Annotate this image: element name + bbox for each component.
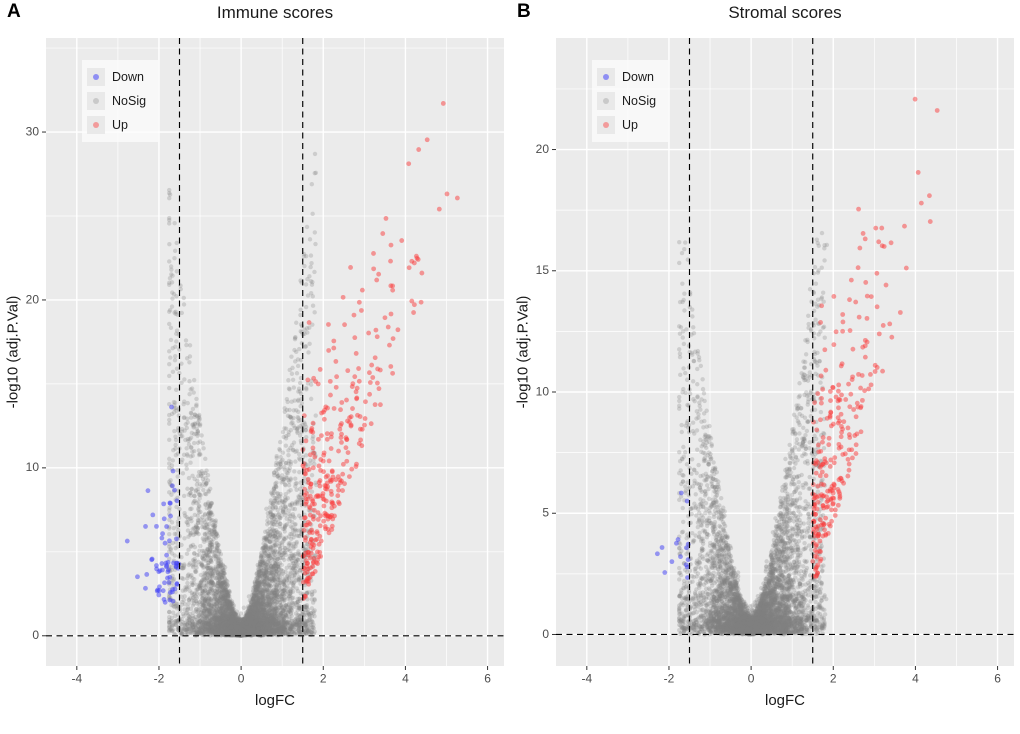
legend-dot-up-icon bbox=[93, 122, 99, 128]
legend-dot-down-icon bbox=[93, 74, 99, 80]
legend-key bbox=[87, 116, 105, 134]
panel-stromal-scores: B Stromal scores -log10 (adj.P.Val) Down… bbox=[510, 0, 1020, 734]
panel-immune-scores: A Immune scores -log10 (adj.P.Val) Down … bbox=[0, 1, 510, 709]
legend-label: Down bbox=[622, 70, 654, 84]
legend-key bbox=[87, 68, 105, 86]
legend: Down NoSig Up bbox=[592, 60, 669, 142]
legend-dot-down-icon bbox=[603, 74, 609, 80]
legend-dot-nosig-icon bbox=[603, 98, 609, 104]
legend-label: Up bbox=[112, 118, 128, 132]
volcano-plot-canvas bbox=[510, 30, 1020, 686]
x-axis-label: logFC bbox=[254, 692, 295, 709]
legend-dot-nosig-icon bbox=[93, 98, 99, 104]
panel-letter: B bbox=[517, 1, 531, 22]
volcano-plot-canvas bbox=[0, 30, 510, 686]
legend-item-nosig: NoSig bbox=[597, 89, 656, 113]
legend-item-up: Up bbox=[87, 113, 146, 137]
legend-label: Up bbox=[622, 118, 638, 132]
x-axis-label: logFC bbox=[764, 692, 805, 709]
legend-dot-up-icon bbox=[603, 122, 609, 128]
legend-key bbox=[597, 92, 615, 110]
legend-label: Down bbox=[112, 70, 144, 84]
chart-title: Stromal scores bbox=[728, 3, 842, 22]
legend-item-up: Up bbox=[597, 113, 656, 137]
legend-item-down: Down bbox=[87, 65, 146, 89]
legend: Down NoSig Up bbox=[82, 60, 159, 142]
legend-key bbox=[87, 92, 105, 110]
legend-item-nosig: NoSig bbox=[87, 89, 146, 113]
legend-key bbox=[597, 116, 615, 134]
legend-key bbox=[597, 68, 615, 86]
panel-letter: A bbox=[7, 1, 21, 22]
legend-item-down: Down bbox=[597, 65, 656, 89]
chart-title: Immune scores bbox=[216, 3, 334, 22]
legend-label: NoSig bbox=[112, 94, 147, 108]
legend-label: NoSig bbox=[622, 94, 657, 108]
